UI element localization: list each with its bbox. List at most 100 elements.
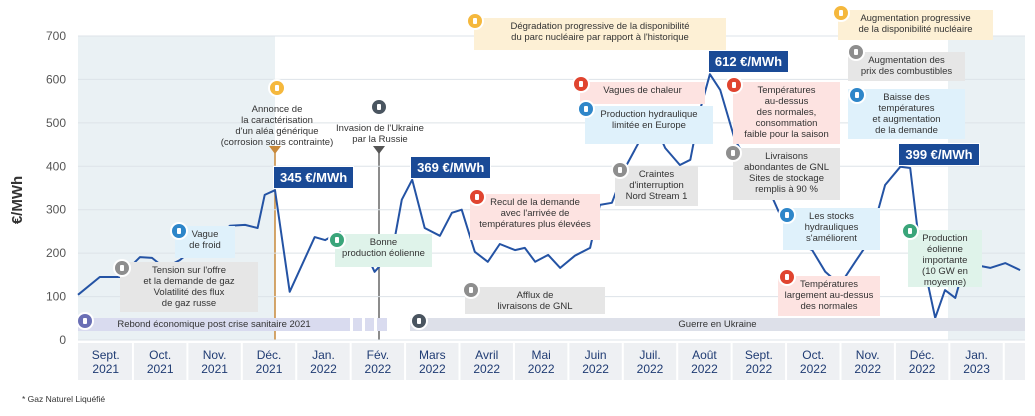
- annotation-icon: [611, 161, 629, 179]
- x-tick-label: Fév. 2022: [364, 348, 392, 376]
- annotation-icon: [832, 4, 850, 22]
- annotation-line: production éolienne: [342, 248, 425, 259]
- annotation-icon: [848, 86, 866, 104]
- period-band-segment: [365, 318, 374, 331]
- y-tick-label: 100: [46, 290, 66, 304]
- annotation-line: Baisse des: [883, 92, 930, 103]
- annotation: Augmentation progressive de la disponibil…: [838, 10, 993, 40]
- annotation-icon: [725, 76, 743, 94]
- annotation: Vagues de chaleur: [580, 82, 705, 104]
- annotation-line: d'un aléa générique: [235, 126, 319, 137]
- annotation-icon: [328, 231, 346, 249]
- annotation-line: Vague: [191, 229, 219, 240]
- x-tick-label: Sept. 2021: [91, 348, 120, 376]
- annotation-line: Production hydraulique: [600, 109, 698, 120]
- x-tick-label: Oct. 2022: [799, 348, 827, 376]
- annotation-icon: [724, 144, 742, 162]
- annotation-line: Volatilité des flux: [153, 287, 225, 298]
- annotation-line: Augmentation des: [868, 55, 945, 66]
- period-band: Guerre en Ukraine: [410, 318, 1025, 331]
- annotation-line: températures: [878, 103, 935, 114]
- annotation-line: de gaz russe: [161, 298, 217, 309]
- annotation-line: consommation: [755, 118, 818, 129]
- annotation-line: Recul de la demande: [490, 197, 580, 208]
- annotation: Craintes d'interruption Nord Stream 1: [615, 166, 698, 206]
- annotation-line: limitée en Europe: [612, 120, 686, 131]
- annotation-line: Craintes: [638, 169, 675, 180]
- x-tick-label: Mars 2022: [418, 348, 446, 376]
- annotation-icon: [170, 222, 188, 240]
- annotation: Températures au-dessus des normales, consom…: [733, 82, 840, 144]
- annotation-line: Invasion de l'Ukraine: [336, 123, 424, 134]
- annotation-line: et la demande de gaz: [143, 276, 235, 287]
- peak-label: 345 €/MWh: [273, 166, 355, 190]
- period-icon: [410, 312, 428, 330]
- annotation-icon: [847, 43, 865, 61]
- annotation-line: par la Russie: [352, 134, 408, 145]
- annotation-line: Augmentation progressive: [860, 13, 971, 24]
- period-band-segment: [353, 318, 362, 331]
- period-band: Rebond économique post crise sanitaire 2…: [78, 318, 350, 331]
- annotation: Bonne production éolienne: [335, 234, 432, 267]
- annotation-line: Nord Stream 1: [625, 191, 688, 202]
- x-tick-label: Août 2022: [691, 348, 718, 376]
- annotation-line: Températures: [757, 85, 816, 96]
- period-band-segment: [377, 318, 387, 331]
- annotation: Production hydraulique limitée en Europe: [585, 106, 713, 144]
- event-marker: [373, 146, 385, 154]
- annotation-line: Dégradation progressive de la disponibil…: [510, 21, 690, 32]
- y-tick-label: 600: [46, 72, 66, 86]
- x-tick-label: Jan. 2023: [963, 348, 990, 376]
- annotation-line: hydrauliques: [804, 222, 859, 233]
- annotation-line: largement au-dessus: [784, 290, 874, 301]
- annotation: Production éolienne importante (10 GW en moy…: [908, 230, 982, 288]
- annotation-line: et augmentation: [872, 114, 941, 125]
- x-tick-label: Déc. 2021: [255, 348, 283, 376]
- annotation: Tension sur l'offre et la demande de gaz V…: [120, 262, 258, 312]
- annotation-icon: [778, 206, 796, 224]
- peak-label: 369 €/MWh: [410, 155, 492, 179]
- annotation-line: Afflux de: [516, 290, 554, 301]
- x-tick-label: Jan. 2022: [310, 348, 337, 376]
- annotation-line: avec l'arrivée de: [500, 208, 570, 219]
- x-tick-label: Nov. 2021: [201, 348, 228, 376]
- annotation-icon: [778, 268, 796, 286]
- annotation-line: températures plus élevées: [479, 219, 591, 230]
- annotation-icon: [577, 100, 595, 118]
- annotation: Dégradation progressive de la disponibil…: [474, 18, 726, 50]
- y-tick-label: 400: [46, 159, 66, 173]
- x-tick-label: Juil. 2022: [636, 348, 664, 376]
- annotation-line: Sites de stockage: [749, 173, 824, 184]
- annotation-line: Les stocks: [809, 211, 854, 222]
- annotation: Températures largement au-dessus des norma…: [778, 276, 880, 316]
- x-tick-label: Sept. 2022: [744, 348, 773, 376]
- y-axis-title: €/MWh: [9, 176, 26, 224]
- x-tick-label: Juin 2022: [582, 348, 609, 376]
- event-marker: [269, 146, 281, 154]
- y-tick-label: 500: [46, 116, 66, 130]
- annotation: Annonce de la caractérisation d'un aléa gé…: [207, 101, 347, 148]
- annotation-line: Tension sur l'offre: [152, 265, 226, 276]
- annotation-line: de froid: [189, 240, 221, 251]
- annotation-line: Vagues de chaleur: [603, 85, 682, 96]
- annotation-line: importante: [922, 255, 968, 266]
- annotation-line: prix des combustibles: [860, 66, 953, 77]
- annotation-icon: [572, 75, 590, 93]
- x-tick-label: Mai 2022: [527, 348, 555, 376]
- annotation-line: moyenne): [923, 277, 967, 288]
- annotation-icon: [466, 12, 484, 30]
- annotation-icon: [370, 98, 388, 116]
- annotation-line: au-dessus: [764, 96, 809, 107]
- x-tick-label: Nov. 2022: [854, 348, 882, 376]
- x-tick-label: Avril 2022: [473, 348, 501, 376]
- x-axis-band: [78, 343, 1025, 380]
- annotation-line: Bonne: [369, 237, 398, 248]
- annotation-line: Livraisons: [765, 151, 808, 162]
- price-line: [77, 73, 1021, 319]
- annotation-line: du parc nucléaire par rapport à l'histor…: [511, 32, 689, 43]
- annotation: Livraisons abondantes de GNL Sites de stoc…: [733, 148, 840, 200]
- annotation-line: de la demande: [875, 125, 938, 136]
- annotation-line: la caractérisation: [241, 115, 313, 126]
- annotation: Recul de la demande avec l'arrivée de temp…: [470, 194, 600, 240]
- annotation: Afflux de livraisons de GNL: [465, 287, 605, 314]
